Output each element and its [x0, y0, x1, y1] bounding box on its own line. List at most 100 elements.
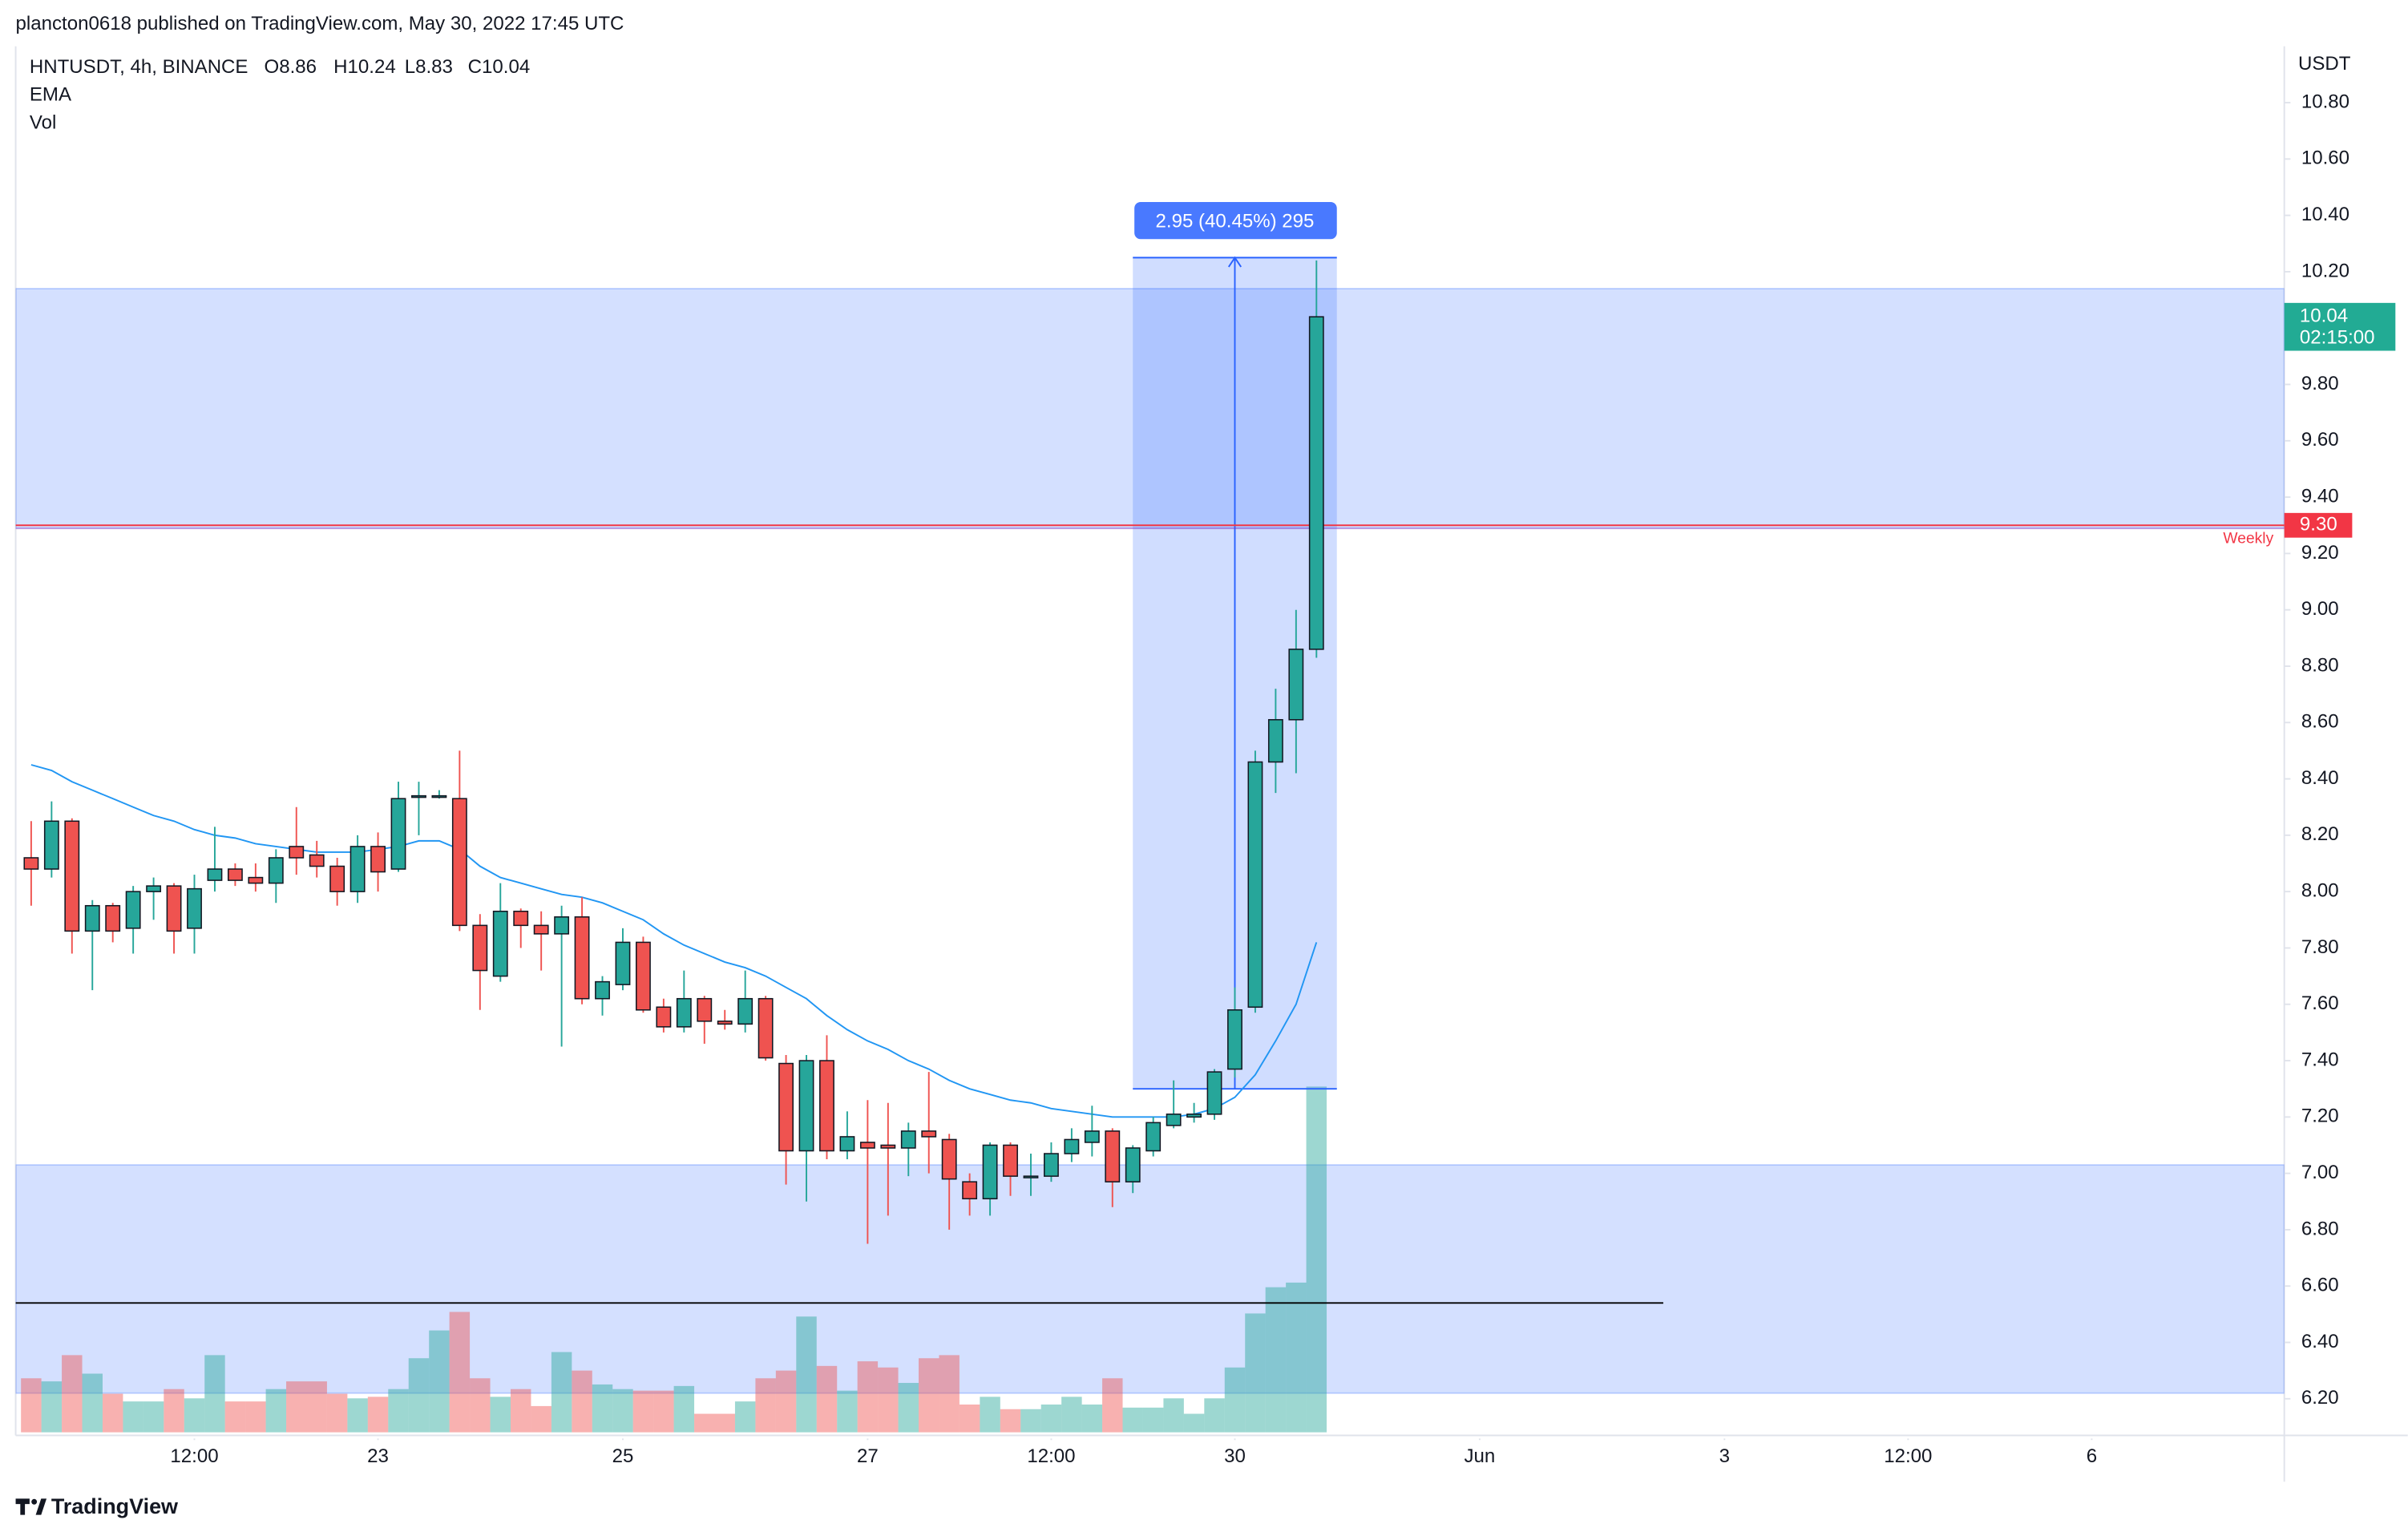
candle-body — [1084, 1130, 1100, 1143]
candle-body — [941, 1138, 957, 1180]
volume-bar — [551, 1352, 572, 1433]
volume-bar — [694, 1413, 715, 1433]
candle-body — [472, 924, 488, 972]
last-price: 10.04 — [2300, 305, 2348, 327]
volume-bar — [286, 1381, 307, 1433]
volume-bar — [510, 1389, 531, 1433]
publish-info: plancton0618 published on TradingView.co… — [16, 13, 624, 34]
volume-bar — [1265, 1287, 1287, 1433]
candle-body — [1227, 1009, 1242, 1070]
y-tick-label: 10.40 — [2301, 204, 2349, 225]
volume-bar — [714, 1413, 735, 1433]
volume-bar — [1183, 1413, 1205, 1433]
volume-bar — [123, 1401, 143, 1433]
candle-body — [1003, 1144, 1018, 1177]
y-tick-label: 10.60 — [2301, 148, 2349, 169]
volume-bar — [82, 1373, 103, 1433]
candle-body — [962, 1181, 978, 1200]
candle-body — [982, 1144, 998, 1200]
candle-body — [798, 1060, 814, 1152]
candle-body — [819, 1060, 834, 1152]
volume-bar — [1204, 1398, 1225, 1433]
candle-body — [880, 1144, 896, 1149]
candle-body — [1247, 761, 1263, 1009]
candle-body — [146, 885, 162, 892]
volume-bar — [408, 1358, 430, 1433]
candle-body — [329, 865, 345, 892]
x-tick-label: 27 — [857, 1445, 879, 1467]
volume-bar — [470, 1378, 491, 1433]
candle-body — [1044, 1153, 1059, 1177]
candle-body — [268, 857, 284, 884]
candle-body — [839, 1136, 855, 1152]
volume-bar — [245, 1401, 266, 1433]
candle-body — [676, 997, 692, 1028]
y-tick-label: 8.80 — [2301, 654, 2339, 676]
volume-bar — [1040, 1404, 1062, 1433]
candle-body — [533, 924, 549, 935]
y-axis-label: USDT — [2298, 53, 2351, 75]
volume-bar — [878, 1367, 899, 1433]
volume-bar — [1306, 1086, 1327, 1433]
legend-ohlc: C10.04 — [468, 56, 531, 78]
plot-area: 2.95 (40.45%) 295 — [15, 202, 2285, 1433]
volume-bar — [857, 1361, 879, 1433]
candle-body — [921, 1130, 937, 1138]
volume-bar — [164, 1389, 184, 1433]
legend-vol: Vol — [30, 111, 56, 133]
y-tick-label: 10.20 — [2301, 260, 2349, 281]
ema-line — [30, 764, 1318, 1118]
candle-body — [1125, 1147, 1141, 1182]
volume-bar — [1081, 1404, 1103, 1433]
volume-bar — [1102, 1378, 1123, 1433]
y-tick-label: 6.40 — [2301, 1331, 2339, 1352]
last-price-box — [2284, 302, 2396, 351]
measure-arrowhead — [1227, 256, 1242, 268]
candle-body — [451, 798, 467, 927]
y-tick-label: 10.80 — [2301, 91, 2349, 112]
y-tick-label: 7.80 — [2301, 936, 2339, 958]
candle-body — [615, 941, 631, 985]
candle-body — [227, 868, 243, 881]
candle-body — [23, 857, 39, 870]
x-tick-label: 30 — [1224, 1445, 1246, 1467]
volume-bar — [1286, 1282, 1307, 1433]
volume-bar — [204, 1355, 225, 1433]
brand: TradingView — [51, 1494, 178, 1518]
zone — [15, 1164, 2285, 1394]
volume-bar — [898, 1383, 919, 1433]
x-axis-labels: 0 12:00 23 25 27 12:00 30 Jun 3 12:00 6 — [16, 1438, 2097, 1467]
volume-bar — [959, 1404, 980, 1433]
volume-bar — [224, 1401, 246, 1433]
candle-body — [697, 997, 713, 1022]
y-tick-label: 7.60 — [2301, 992, 2339, 1014]
candle-body — [64, 820, 80, 932]
y-tick-label: 8.60 — [2301, 711, 2339, 733]
volume-bar — [490, 1397, 511, 1433]
candle-body — [859, 1142, 875, 1149]
volume-bar — [775, 1370, 797, 1433]
legend-ohlc: L8.83 — [405, 56, 453, 78]
volume-bar — [980, 1397, 1000, 1433]
volume-bar — [1163, 1398, 1184, 1433]
y-tick-label: 6.20 — [2301, 1387, 2339, 1409]
measure-label: 2.95 (40.45%) 295 — [1156, 210, 1315, 232]
volume-bar — [653, 1390, 674, 1433]
logo-mark — [35, 1498, 47, 1515]
volume-bar — [265, 1389, 287, 1433]
y-tick-label: 8.00 — [2301, 880, 2339, 902]
level-name: Weekly — [2223, 531, 2273, 548]
volume-bar — [1245, 1313, 1266, 1433]
candle-body — [105, 904, 121, 932]
x-tick-label: 3 — [1719, 1445, 1730, 1467]
y-tick-label: 6.80 — [2301, 1218, 2339, 1239]
x-tick-label: 12:00 — [1884, 1445, 1932, 1467]
volume-bar — [388, 1389, 409, 1433]
volume-bar — [592, 1384, 613, 1433]
candle-body — [1206, 1071, 1222, 1115]
volume-bar — [919, 1358, 939, 1433]
volume-bar — [632, 1390, 654, 1433]
y-tick-label: 9.20 — [2301, 542, 2339, 564]
candle-body — [656, 1006, 672, 1028]
